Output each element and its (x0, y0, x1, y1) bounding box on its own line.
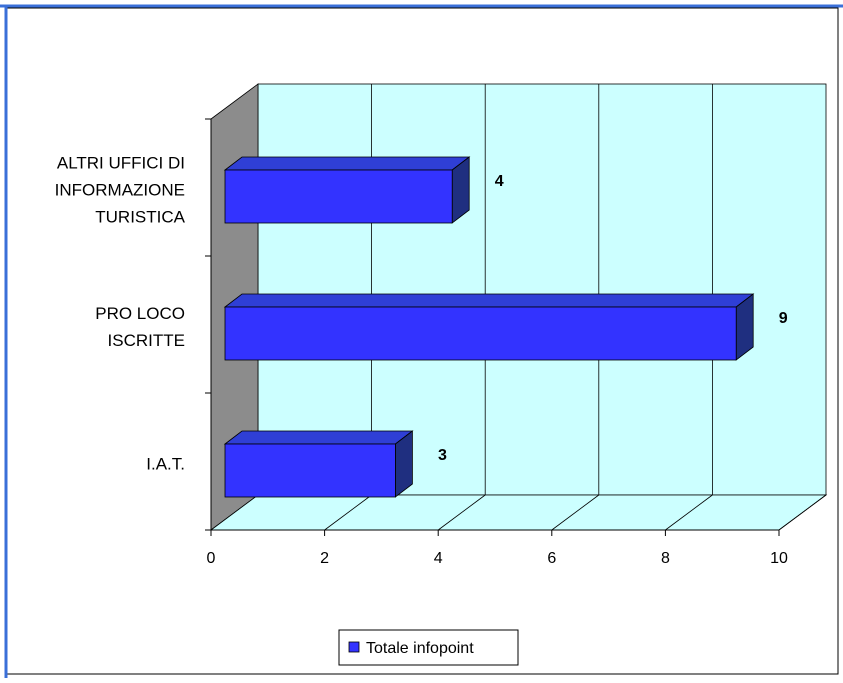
floor (209, 494, 828, 531)
y-tick-label: TURISTICA (95, 208, 185, 227)
data-label: 4 (495, 173, 504, 190)
y-tick-label: PRO LOCO (95, 304, 185, 323)
bar (224, 306, 737, 361)
x-tick-label: 10 (770, 550, 788, 567)
floor-gridline (437, 494, 486, 531)
floor-gridline (324, 494, 372, 531)
data-label: 9 (779, 310, 788, 327)
bar-top-face (223, 293, 755, 308)
x-tick-label: 4 (434, 550, 443, 567)
back-wall (257, 83, 827, 496)
bar (224, 169, 453, 224)
bar-top-face (223, 156, 471, 171)
floor-gridline (665, 494, 713, 531)
legend: Totale infopoint (338, 629, 519, 666)
floor-gridline (778, 494, 827, 531)
legend-box (338, 629, 519, 666)
bar-top-face (223, 430, 414, 445)
x-tick-label: 2 (320, 550, 329, 567)
legend-swatch (348, 641, 360, 653)
legend-label: Totale infopoint (366, 640, 474, 657)
y-tick-label: ISCRITTE (108, 331, 185, 350)
x-tick-label: 0 (207, 550, 216, 567)
y-tick-label: I.A.T. (146, 455, 185, 474)
bar (224, 443, 396, 498)
x-tick-label: 6 (547, 550, 556, 567)
y-tick-label: ALTRI UFFICI DI (57, 154, 185, 173)
y-tick-label: INFORMAZIONE (55, 181, 185, 200)
floor-gridline (551, 494, 600, 531)
x-tick-label: 8 (661, 550, 670, 567)
data-label: 3 (438, 447, 447, 464)
